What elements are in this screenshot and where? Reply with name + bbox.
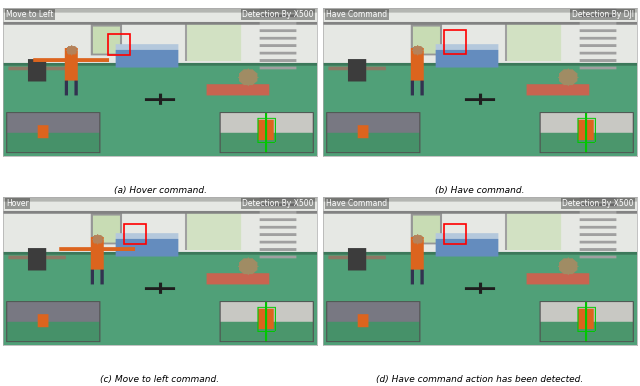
Text: Move to Left: Move to Left — [6, 10, 54, 19]
Text: Detection By DJI: Detection By DJI — [572, 10, 634, 19]
Bar — [444, 30, 466, 54]
Text: Hover: Hover — [6, 199, 29, 208]
Bar — [108, 34, 130, 55]
Text: (a) Hover command.: (a) Hover command. — [113, 186, 207, 195]
Text: Detection By X500: Detection By X500 — [562, 199, 634, 208]
Text: Detection By X500: Detection By X500 — [242, 199, 314, 208]
Bar — [124, 223, 146, 244]
Text: (d) Have command action has been detected.: (d) Have command action has been detecte… — [376, 375, 584, 384]
Bar — [444, 223, 466, 244]
Text: Have Command: Have Command — [326, 199, 387, 208]
Text: Detection By X500: Detection By X500 — [242, 10, 314, 19]
Text: Have Command: Have Command — [326, 10, 387, 19]
Text: (c) Move to left command.: (c) Move to left command. — [100, 375, 220, 384]
Text: (b) Have command.: (b) Have command. — [435, 186, 525, 195]
